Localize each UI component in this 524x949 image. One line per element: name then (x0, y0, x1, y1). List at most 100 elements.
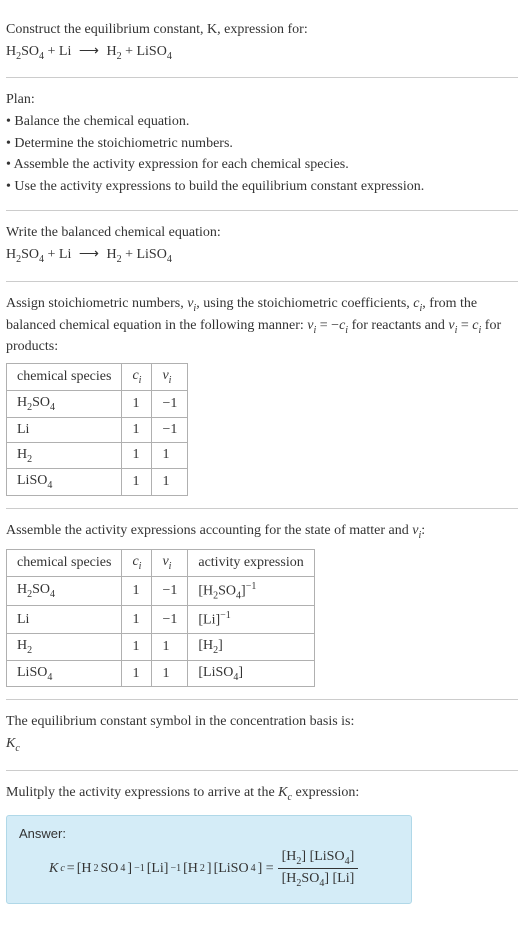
ans-c: c (60, 863, 64, 874)
t1-r2-nui: −1 (152, 417, 188, 442)
balanced-section: Write the balanced chemical equation: H2… (6, 211, 518, 281)
table-row: LiSO4 1 1 (7, 469, 188, 496)
t2-r4-nui: 1 (152, 660, 188, 687)
eq-h2so4-so: SO (21, 44, 39, 59)
t1-r3-2: 2 (27, 453, 32, 464)
t2-r1-h: H (17, 582, 27, 597)
ans-t1e: ] (127, 861, 132, 877)
beq-h2so4-h: H (6, 247, 16, 262)
t2-r2-act: [Li]−1 (188, 606, 314, 634)
assign-eq2-eq: = (457, 318, 472, 333)
t1-h3: νi (152, 363, 188, 390)
table-row: Li 1 −1 [Li]−1 (7, 606, 315, 634)
table-row: H2 1 1 (7, 442, 188, 469)
t1-r1-4: 4 (50, 402, 55, 413)
plan-section: Plan: • Balance the chemical equation. •… (6, 78, 518, 211)
answer-section: Mulitply the activity expressions to arr… (6, 771, 518, 916)
symbol-section: The equilibrium constant symbol in the c… (6, 700, 518, 770)
t2-r3-species: H2 (7, 633, 122, 660)
t1-r3-ci: 1 (122, 442, 152, 469)
ans-k: K (49, 861, 58, 877)
answer-equation: Kc = [H2SO4]−1 [Li]−1 [H2] [LiSO4] = [H2… (19, 849, 399, 890)
plan-bullet-2: • Determine the stoichiometric numbers. (6, 134, 518, 154)
assign-t2: , using the stoichiometric coefficients, (196, 296, 413, 311)
balanced-equation: H2SO4 + Li ⟶ H2 + LiSO4 (6, 245, 518, 267)
t2-r4-species: LiSO4 (7, 660, 122, 687)
eq-plus-li: + Li (44, 44, 75, 59)
symbol-k: K (6, 736, 15, 751)
answer-fraction: [H2] [LiSO4] [H2SO4] [Li] (278, 849, 359, 890)
answer-box: Answer: Kc = [H2SO4]−1 [Li]−1 [H2] [LiSO… (6, 815, 412, 905)
t2-r2-species: Li (7, 606, 122, 634)
multiply-t1: Mulitply the activity expressions to arr… (6, 785, 278, 800)
unbalanced-equation: H2SO4 + Li ⟶ H2 + LiSO4 (6, 42, 518, 64)
ans-t3b: 2 (200, 863, 205, 874)
t2-r1-so: SO (32, 582, 50, 597)
ans-t4c: ] = (258, 861, 274, 877)
t2-r2-b: −1 (220, 610, 231, 621)
multiply-text: Mulitply the activity expressions to arr… (6, 783, 518, 805)
multiply-k: K (278, 785, 287, 800)
answer-label: Answer: (19, 826, 399, 841)
t2-r4-ci: 1 (122, 660, 152, 687)
balanced-header: Write the balanced chemical equation: (6, 223, 518, 243)
beq-plus-liso4: + LiSO (122, 247, 167, 262)
ans-t1b: 2 (93, 863, 98, 874)
t2-h3: νi (152, 549, 188, 576)
t1-h2: ci (122, 363, 152, 390)
t2-h2-i: i (139, 561, 142, 572)
fraction-denominator: [H2SO4] [Li] (278, 869, 359, 889)
t2-r2-a: [Li] (198, 613, 220, 628)
num-a: [H (282, 849, 297, 864)
t2-r4-4: 4 (47, 671, 52, 682)
assemble-text: Assemble the activity expressions accoun… (6, 521, 518, 543)
eq-h2-h: H (103, 44, 117, 59)
activity-table: chemical species ci νi activity expressi… (6, 549, 315, 688)
reaction-arrow-icon: ⟶ (75, 247, 103, 262)
t1-r1-ci: 1 (122, 390, 152, 417)
table-row: H2SO4 1 −1 (7, 390, 188, 417)
ans-eq: = (67, 861, 75, 877)
eq-plus-liso4: + LiSO (122, 44, 167, 59)
t2-r1-a: [H (198, 583, 213, 598)
t1-r4-4: 4 (47, 480, 52, 491)
t1-r4-liso: LiSO (17, 473, 47, 488)
fraction-numerator: [H2] [LiSO4] (278, 849, 359, 870)
t2-r3-act: [H2] (188, 633, 314, 660)
eq-h2so4-h: H (6, 44, 16, 59)
t2-r3-ci: 1 (122, 633, 152, 660)
t1-h3-i: i (169, 375, 172, 386)
ans-t1c: SO (100, 861, 118, 877)
assemble-section: Assemble the activity expressions accoun… (6, 509, 518, 700)
num-c: ] [LiSO (301, 849, 344, 864)
t1-r4-nui: 1 (152, 469, 188, 496)
t1-r3-h: H (17, 447, 27, 462)
t2-r2-nui: −1 (152, 606, 188, 634)
symbol-c: c (15, 743, 19, 754)
table-row: H2 1 1 [H2] (7, 633, 315, 660)
prompt-section: Construct the equilibrium constant, K, e… (6, 8, 518, 78)
t1-h1: chemical species (7, 363, 122, 390)
assemble-t2: : (421, 523, 425, 538)
ans-exp1: −1 (134, 863, 145, 874)
t2-r1-species: H2SO4 (7, 576, 122, 605)
t2-r2-ci: 1 (122, 606, 152, 634)
t1-r3-species: H2 (7, 442, 122, 469)
den-a: [H (282, 871, 297, 886)
t2-r1-4: 4 (50, 589, 55, 600)
t1-r1-species: H2SO4 (7, 390, 122, 417)
multiply-t2: expression: (292, 785, 359, 800)
prompt-text: Construct the equilibrium constant, K, e… (6, 20, 518, 40)
t1-r1-so: SO (32, 395, 50, 410)
ans-t3c: ] (207, 861, 212, 877)
beq-plus-li: + Li (44, 247, 75, 262)
symbol-kc: Kc (6, 734, 518, 756)
t2-h3-i: i (169, 561, 172, 572)
t2-r3-2: 2 (27, 645, 32, 656)
t1-r2-ci: 1 (122, 417, 152, 442)
beq-liso4-4: 4 (167, 254, 172, 265)
ans-t1d: 4 (120, 863, 125, 874)
t1-r1-h: H (17, 395, 27, 410)
assign-t1: Assign stoichiometric numbers, (6, 296, 187, 311)
assign-eq1-eq: = − (316, 318, 339, 333)
